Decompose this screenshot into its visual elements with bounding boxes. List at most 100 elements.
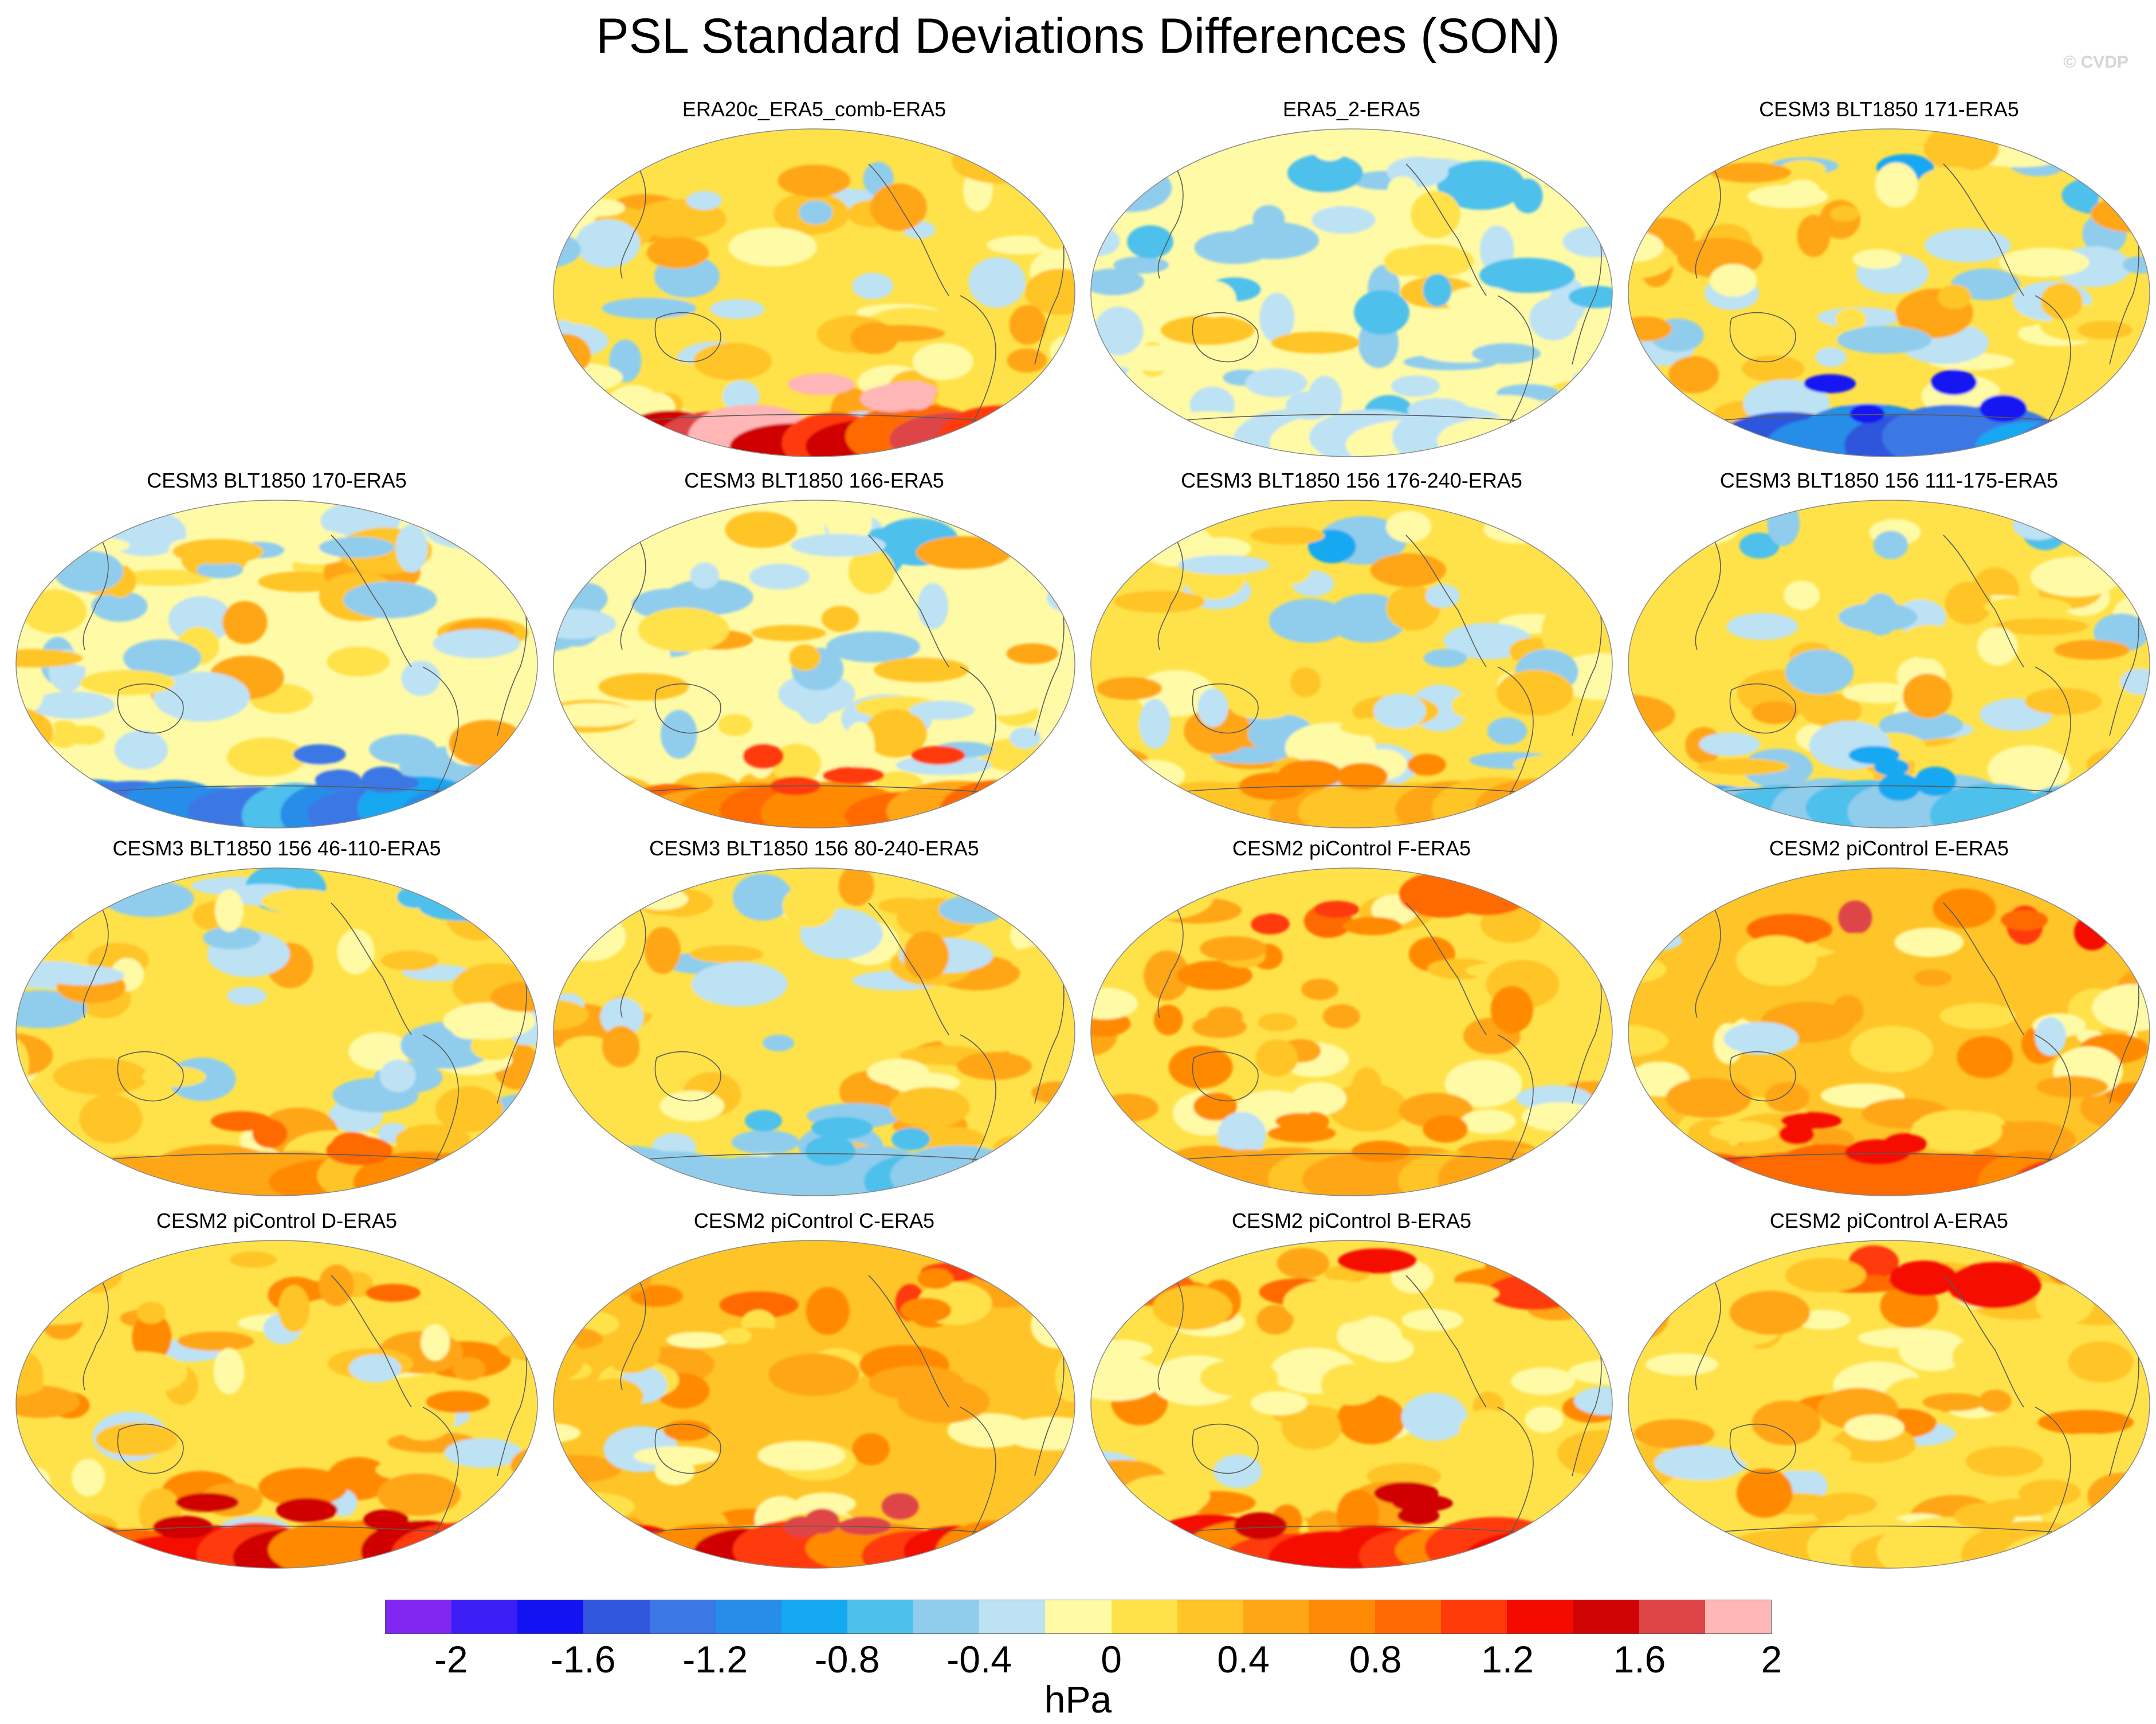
colorbar-tick-label: -2 <box>434 1638 468 1680</box>
anomaly-blob <box>1933 888 1996 928</box>
coastline-path <box>1192 1423 1259 1474</box>
coastline-path <box>620 1281 646 1391</box>
anomaly-blob <box>777 164 851 197</box>
colorbar-swatch <box>715 1600 781 1633</box>
southern-ocean-blob <box>1628 1520 1680 1568</box>
anomaly-blob <box>963 419 1054 439</box>
coastline-path <box>960 1034 996 1173</box>
southern-ocean-blob <box>940 1149 1057 1196</box>
anomaly-blob <box>1113 256 1169 274</box>
southern-ocean-blob <box>479 1534 537 1568</box>
anomaly-blob <box>1751 701 1798 724</box>
anomaly-blob <box>1153 1004 1183 1036</box>
anomaly-blob <box>1138 698 1171 749</box>
anomaly-blob <box>16 1374 44 1397</box>
anomaly-blob <box>289 1046 322 1075</box>
southern-ocean-blob <box>1091 1525 1196 1568</box>
anomaly-blob <box>1269 598 1350 643</box>
anomaly-blob <box>197 561 244 579</box>
anomaly-core <box>1391 375 1440 397</box>
map-outline <box>1628 867 2150 1196</box>
anomaly-core <box>822 767 885 784</box>
anomaly-blob <box>717 714 753 736</box>
anomaly-blob <box>2035 1017 2067 1056</box>
anomaly-blob <box>757 1440 846 1471</box>
southern-ocean-blob <box>1091 1522 1153 1568</box>
anomaly-blob <box>16 1033 53 1078</box>
anomaly-blob <box>1250 1391 1308 1415</box>
anomaly-blob <box>1423 273 1452 307</box>
southern-ocean-blob <box>553 1144 645 1196</box>
anomaly-blob <box>448 513 503 547</box>
anomaly-blob <box>2086 747 2150 782</box>
anomaly-blob <box>1511 1367 1575 1395</box>
anomaly-blob <box>1120 639 1149 676</box>
anomaly-blob <box>917 1268 953 1289</box>
southern-ocean-blob <box>16 1529 116 1568</box>
anomaly-blob <box>1631 1494 1666 1541</box>
anomaly-blob <box>1258 1013 1298 1032</box>
anomaly-blob <box>731 1130 800 1154</box>
anomaly-blob <box>16 564 45 583</box>
anomaly-blob <box>1255 1039 1298 1077</box>
anomaly-blob <box>1127 225 1173 258</box>
anomaly-blob <box>1817 933 1907 953</box>
anomaly-blob <box>1091 371 1130 414</box>
world-map <box>15 1240 538 1569</box>
anomaly-blob <box>123 639 202 677</box>
coastline-path <box>960 666 996 805</box>
anomaly-blob <box>2036 1075 2108 1098</box>
anomaly-blob <box>560 1036 613 1063</box>
coastline-path <box>422 1034 459 1173</box>
panel-title: CESM2 piControl E-ERA5 <box>1769 837 2009 860</box>
anomaly-field <box>1628 129 2150 457</box>
anomaly-core <box>900 381 934 410</box>
anomaly-blob <box>293 1298 368 1344</box>
coastline-path <box>868 902 949 1035</box>
coastline-path <box>2035 666 2071 805</box>
anomaly-blob <box>1091 933 1126 952</box>
anomaly-core <box>744 1110 782 1132</box>
anomaly-blob <box>172 539 264 564</box>
anomaly-blob <box>76 1256 107 1279</box>
anomaly-blob <box>848 548 895 594</box>
anomaly-blob <box>1709 1121 1778 1142</box>
colorbar-tick-label: 1.2 <box>1481 1638 1534 1680</box>
anomaly-blob <box>1647 410 1698 429</box>
anomaly-blob <box>34 541 73 560</box>
anomaly-blob <box>1785 649 1854 695</box>
anomaly-blob <box>1386 510 1432 543</box>
anomaly-blob <box>644 926 681 975</box>
anomaly-field <box>1091 1244 1612 1568</box>
anomaly-blob <box>1027 400 1071 449</box>
anomaly-blob <box>480 1522 523 1554</box>
anomaly-core <box>315 769 362 791</box>
anomaly-blob <box>1328 1083 1407 1132</box>
southern-ocean-blob <box>1503 784 1612 828</box>
southern-ocean-blob <box>972 410 1075 457</box>
colorbar-tick-label: 2 <box>1761 1638 1782 1680</box>
anomaly-blob <box>771 744 822 784</box>
anomaly-blob <box>2040 282 2083 320</box>
colorbar-swatch <box>1573 1600 1639 1633</box>
world-map <box>1628 867 2150 1196</box>
anomaly-blob <box>1842 682 1915 704</box>
panel-title: CESM3 BLT1850 156 46-110-ERA5 <box>112 837 441 860</box>
map-panel: CESM2 piControl D-ERA5 <box>10 1209 543 1576</box>
coastline-path <box>331 1275 412 1408</box>
map-panel: CESM2 piControl B-ERA5 <box>1085 1209 1618 1576</box>
anomaly-blob <box>1899 625 1961 659</box>
anomaly-blob <box>1857 1328 1953 1349</box>
anomaly-blob <box>349 1354 402 1383</box>
coastline-path <box>1729 1423 1796 1474</box>
anomaly-blob <box>1765 1082 1809 1113</box>
anomaly-blob <box>1451 692 1496 720</box>
southern-ocean-blob <box>16 1526 64 1568</box>
southern-ocean-blob <box>16 1157 108 1196</box>
anomaly-core <box>804 1136 856 1166</box>
anomaly-blob <box>1801 693 1862 728</box>
southern-ocean-blob <box>2044 786 2150 828</box>
coastline-path <box>654 1423 721 1474</box>
anomaly-blob <box>1425 584 1460 608</box>
anomaly-blob <box>2092 984 2150 1032</box>
